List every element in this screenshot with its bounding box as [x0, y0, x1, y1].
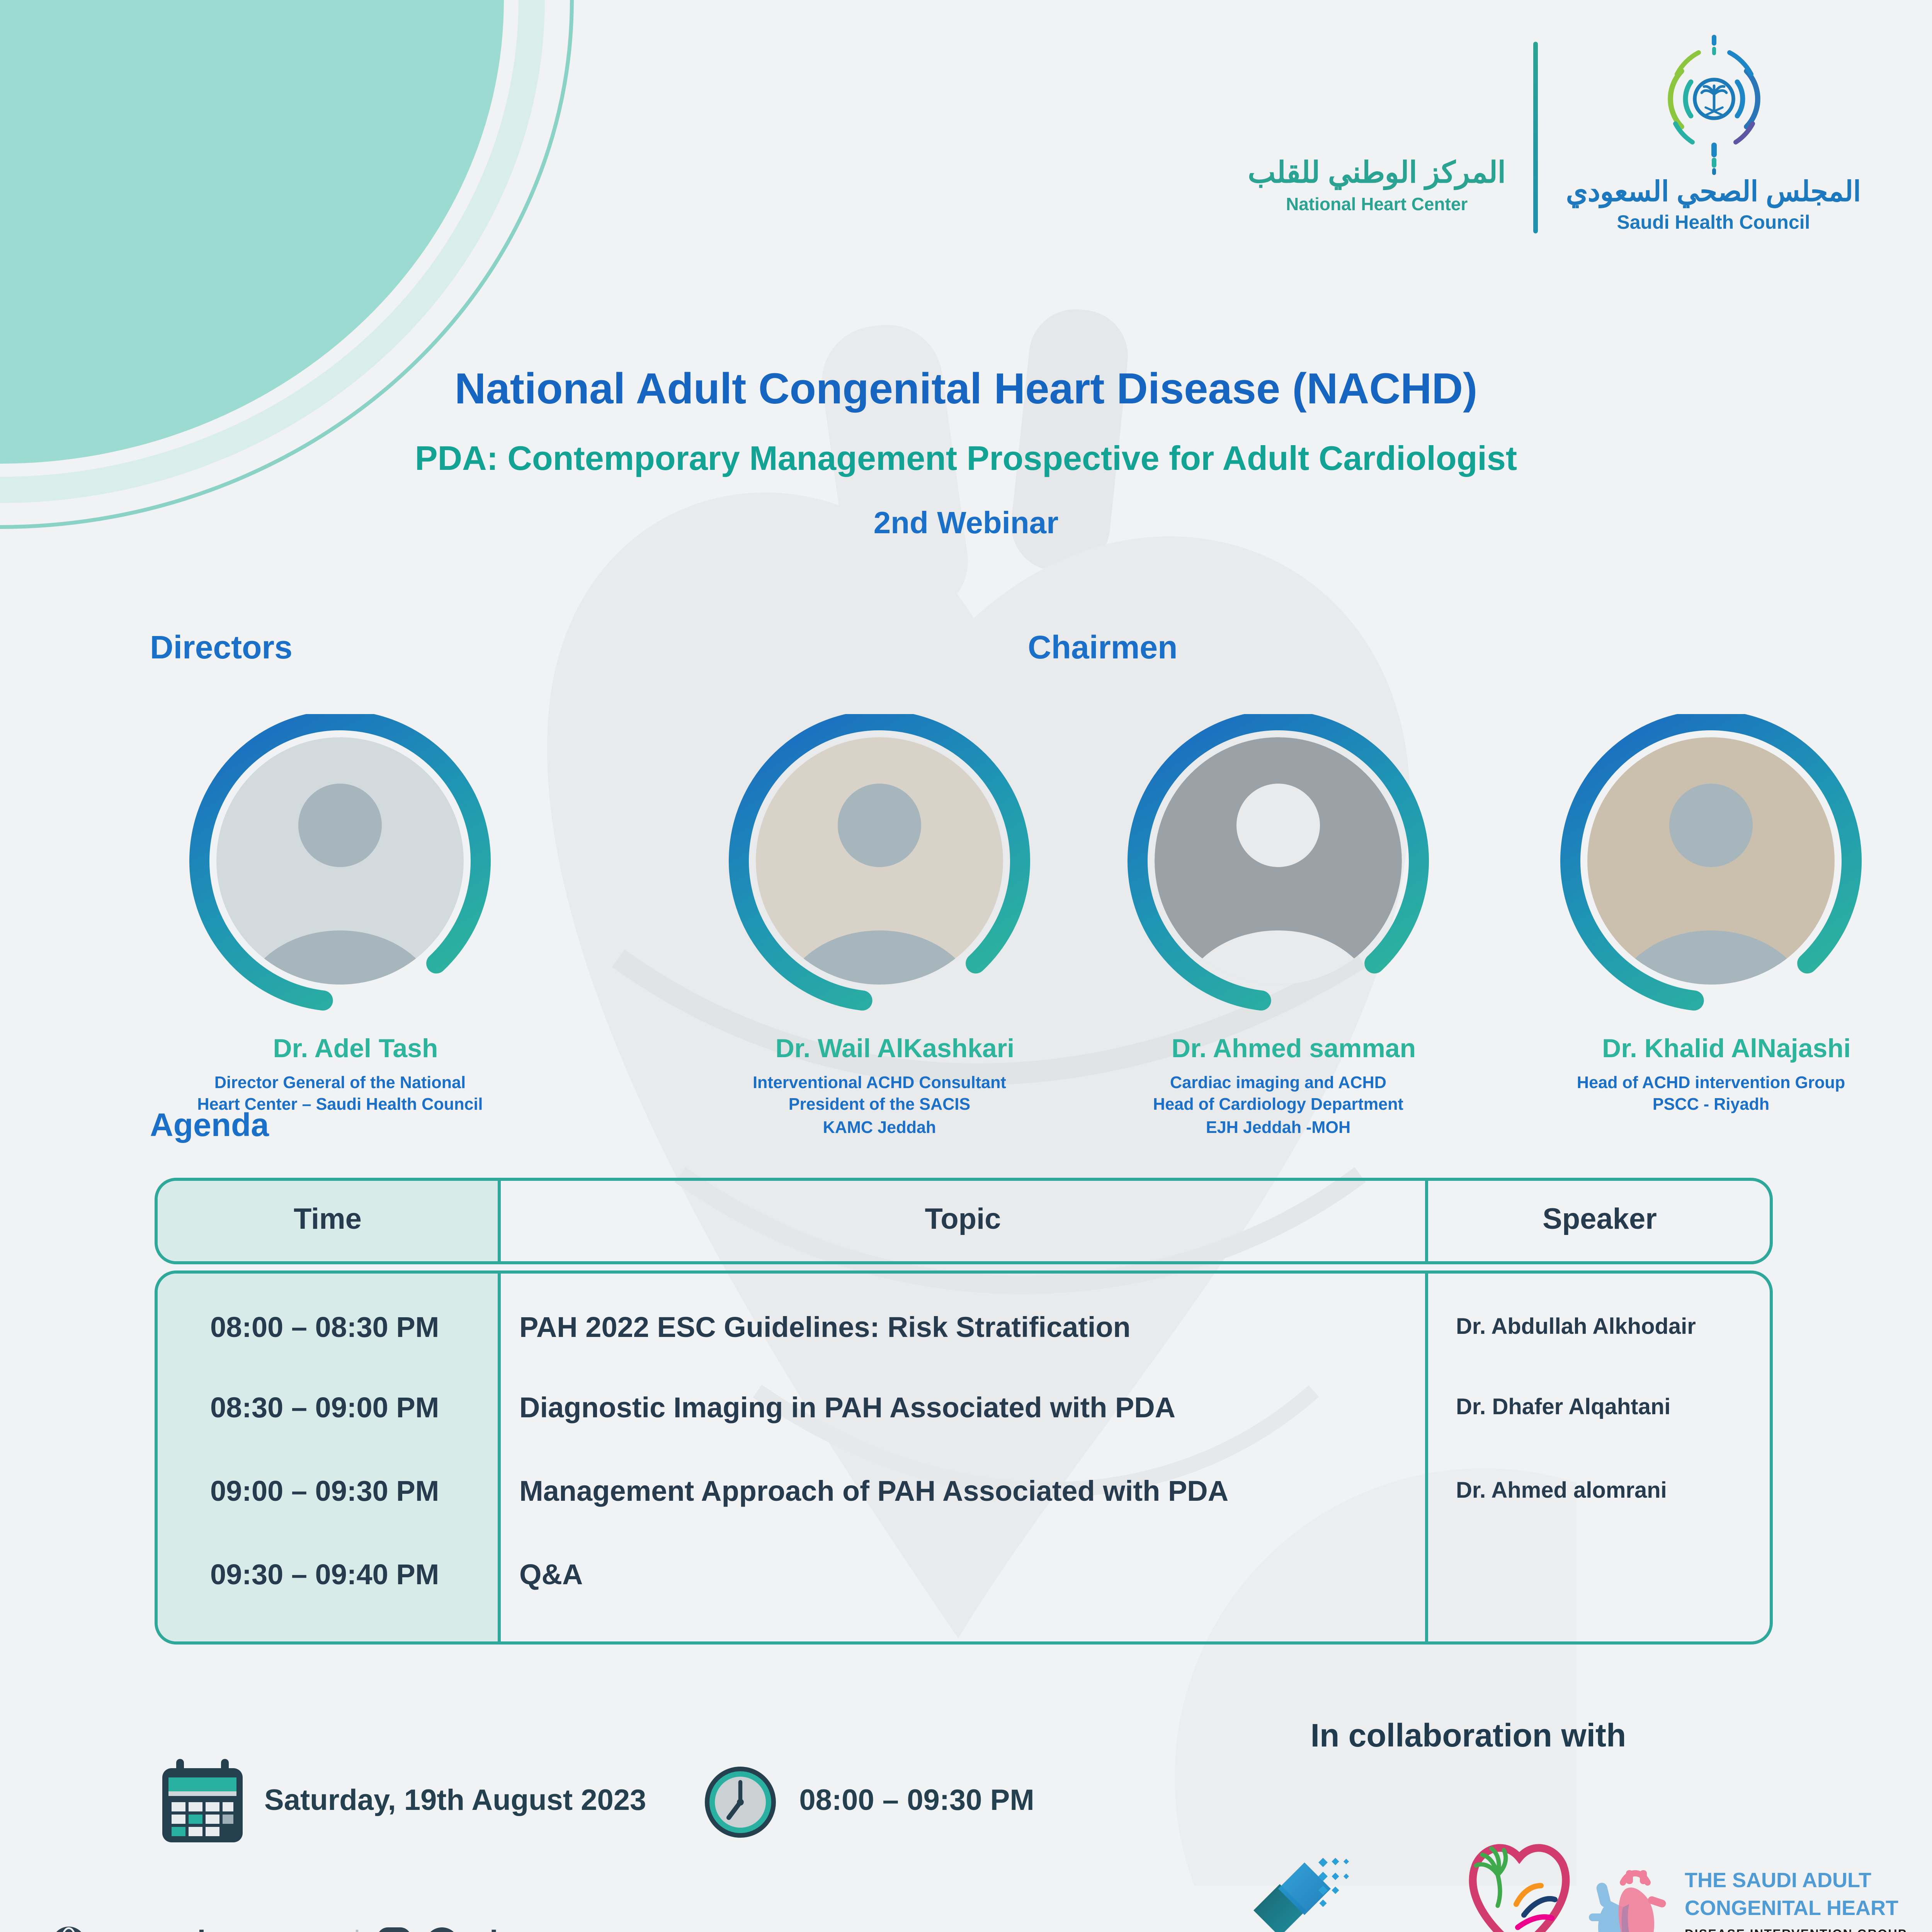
event-datetime-row: Saturday, 19th August 2023 08:00 – 09:30… — [161, 1759, 1034, 1845]
time-column-bg — [158, 1274, 501, 1641]
twitter-icon[interactable] — [424, 1927, 458, 1932]
sacis-logo: SACIS — [1428, 1833, 1611, 1932]
nhc-logo-text: المركز الوطني للقلب National Heart Cente… — [1248, 156, 1506, 233]
shc-arabic-label: المجلس الصحي السعودي — [1566, 176, 1861, 207]
person-role-line: EJH Jeddah -MOH — [1206, 1118, 1351, 1137]
time-header-cell-bg — [158, 1181, 501, 1261]
section-directors-label: Directors — [150, 631, 293, 666]
person-role-line: Head of Cardiology Department — [1153, 1096, 1403, 1115]
webinar-edition: 2nd Webinar — [873, 507, 1059, 541]
agenda-speaker: Dr. Abdullah Alkhodair — [1456, 1315, 1696, 1340]
agenda-topic: Diagnostic Imaging in PAH Associated wit… — [519, 1391, 1176, 1423]
collaboration-label: In collaboration with — [1310, 1719, 1626, 1754]
person-role-line: Director General of the National — [214, 1074, 466, 1093]
sachd-logo: THE SAUDI ADULT CONGENITAL HEART DISEASE… — [1589, 1867, 1907, 1932]
agenda-time: 08:00 – 08:30 PM — [210, 1311, 439, 1343]
person-role: Head of ACHD intervention Group PSCC - R… — [1526, 1073, 1896, 1117]
social-handle[interactable]: shc_gov — [472, 1926, 598, 1932]
person-card: Dr. Wail AlKashkari Interventional ACHD … — [694, 710, 1065, 1139]
brand-header: المركز الوطني للقلب National Heart Cente… — [1248, 34, 1861, 233]
sachd-title-line3: DISEASE INTERVENTION GROUP — [1685, 1927, 1907, 1932]
agenda-time: 08:30 – 09:00 PM — [210, 1391, 439, 1423]
section-agenda-label: Agenda — [150, 1108, 269, 1144]
person-photo — [1128, 710, 1429, 1012]
person-role-line: Heart Center – Saudi Health Council — [197, 1096, 483, 1115]
agenda-speaker: Dr. Dhafer Alqahtani — [1456, 1396, 1671, 1420]
person-role-line: President of the SACIS — [788, 1096, 971, 1115]
sacis-logo-icon — [1469, 1844, 1570, 1932]
seha-logo: مستشفى صحة الافتراضي SEHA VIRTUAL HOSPIT… — [1195, 1852, 1411, 1932]
sachd-title-line1: THE SAUDI ADULT — [1685, 1869, 1871, 1892]
person-photo — [1560, 710, 1862, 1012]
person-name: Dr. Wail AlKashkari — [775, 1034, 1015, 1063]
person-card: Dr. Khalid AlNajashi Head of ACHD interv… — [1526, 710, 1896, 1117]
instagram-icon[interactable] — [376, 1927, 410, 1932]
person-photo — [189, 710, 491, 1012]
event-time: 08:00 – 09:30 PM — [799, 1785, 1034, 1818]
title-block: National Adult Congenital Heart Disease … — [0, 365, 1932, 543]
person-name: Dr. Ahmed samman — [1171, 1034, 1416, 1063]
person-role-line: PSCC - Riyadh — [1652, 1096, 1770, 1115]
col-header-topic: Topic — [925, 1204, 1001, 1236]
person-photo — [729, 710, 1030, 1012]
footer-separator: | — [353, 1926, 361, 1932]
person-role-line: Head of ACHD intervention Group — [1577, 1074, 1845, 1093]
agenda-topic: Q&A — [519, 1558, 583, 1590]
agenda-topic: PAH 2022 ESC Guidelines: Risk Stratifica… — [519, 1311, 1131, 1343]
agenda-header-row: Time Topic Speaker — [155, 1178, 1773, 1264]
agenda-time: 09:00 – 09:30 PM — [210, 1475, 439, 1507]
person-role: Director General of the National Heart C… — [155, 1073, 526, 1117]
brand-divider — [1533, 42, 1538, 233]
agenda-body: 08:00 – 08:30 PM 08:30 – 09:00 PM 09:00 … — [155, 1270, 1773, 1645]
sachd-title-line2: CONGENITAL HEART — [1685, 1896, 1898, 1919]
col-header-time: Time — [293, 1204, 362, 1236]
page-title: National Adult Congenital Heart Disease … — [454, 365, 1478, 413]
agenda-topic: Management Approach of PAH Associated wi… — [519, 1475, 1229, 1507]
footer: www.shc.gov.sa | shc_gov in saudi health… — [51, 1926, 611, 1932]
col-header-speaker: Speaker — [1543, 1204, 1657, 1236]
sachd-logo-icon — [1589, 1870, 1666, 1932]
globe-icon[interactable] — [51, 1926, 87, 1932]
person-role-line: Interventional ACHD Consultant — [753, 1074, 1006, 1093]
person-role: Cardiac imaging and ACHD Head of Cardiol… — [1093, 1073, 1464, 1139]
section-chairmen-label: Chairmen — [1028, 631, 1178, 666]
person-role-line: KAMC Jeddah — [823, 1118, 936, 1137]
agenda-speaker: Dr. Ahmed alomrani — [1456, 1479, 1667, 1504]
shc-logo: المجلس الصحي السعودي Saudi Health Counci… — [1566, 34, 1861, 233]
clock-icon — [705, 1767, 776, 1838]
shc-english-label: Saudi Health Council — [1617, 212, 1810, 233]
corner-decoration — [0, 0, 574, 529]
person-role: Interventional ACHD Consultant President… — [694, 1073, 1065, 1139]
agenda-table: Time Topic Speaker 08:00 – 08:30 PM 08:3… — [155, 1178, 1773, 1645]
seha-logo-icon — [1253, 1858, 1349, 1932]
agenda-time: 09:30 – 09:40 PM — [210, 1558, 439, 1590]
footer-line-1: www.shc.gov.sa | shc_gov — [51, 1926, 611, 1932]
person-card: Dr. Adel Tash Director General of the Na… — [155, 710, 526, 1117]
table-divider — [1425, 1274, 1428, 1641]
table-divider — [1425, 1181, 1428, 1261]
shc-logo-icon — [1667, 35, 1760, 175]
website-link[interactable]: www.shc.gov.sa — [100, 1926, 338, 1932]
nhc-arabic-label: المركز الوطني للقلب — [1248, 158, 1506, 190]
person-name: Dr. Adel Tash — [273, 1034, 438, 1063]
person-name: Dr. Khalid AlNajashi — [1602, 1034, 1851, 1063]
person-role-line: Cardiac imaging and ACHD — [1170, 1074, 1386, 1093]
person-card: Dr. Ahmed samman Cardiac imaging and ACH… — [1093, 710, 1464, 1139]
nhc-english-label: National Heart Center — [1286, 196, 1468, 215]
event-date: Saturday, 19th August 2023 — [264, 1785, 646, 1818]
page-subtitle: PDA: Contemporary Management Prospective… — [415, 439, 1517, 478]
calendar-icon — [162, 1759, 243, 1842]
